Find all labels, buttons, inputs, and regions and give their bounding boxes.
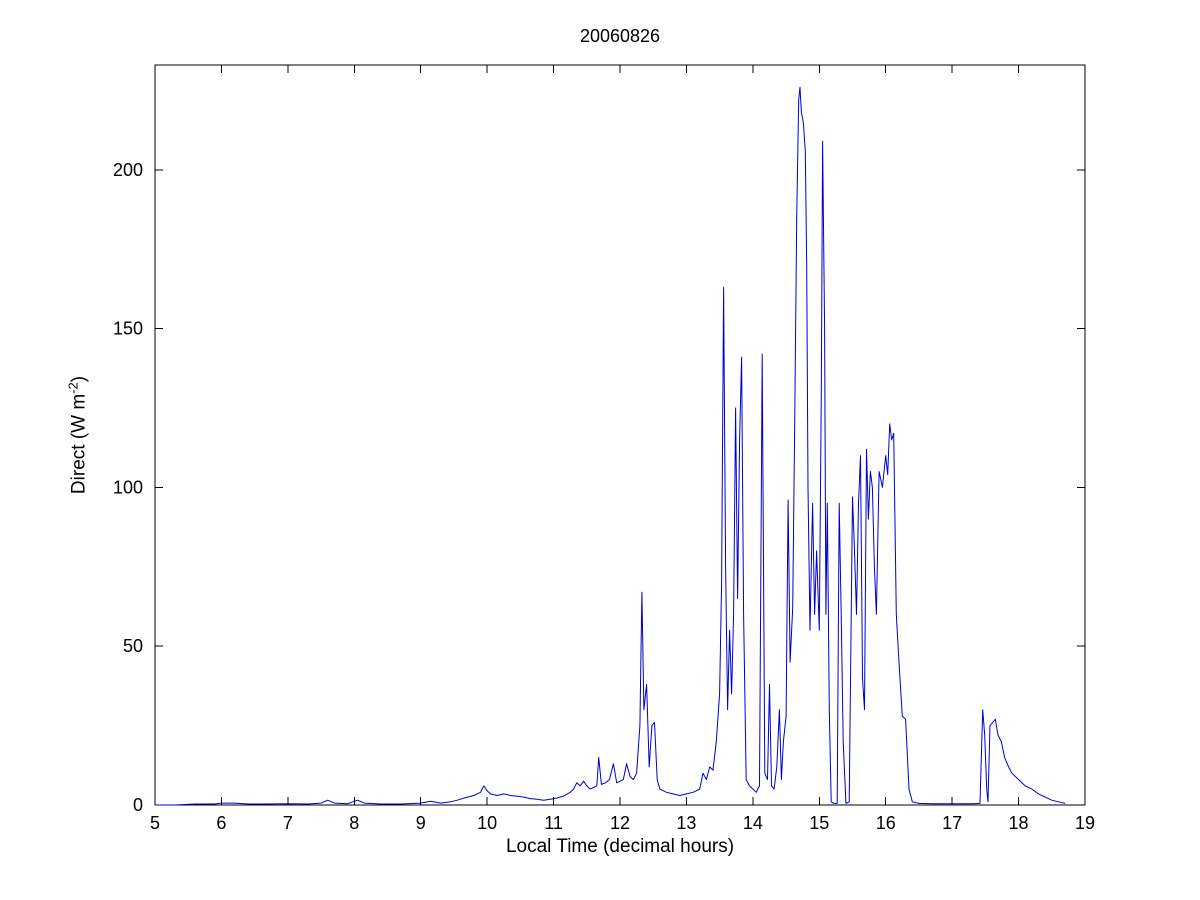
x-tick-label: 10	[477, 813, 497, 833]
x-tick-label: 5	[150, 813, 160, 833]
x-tick-label: 14	[743, 813, 763, 833]
x-tick-label: 8	[349, 813, 359, 833]
x-tick-label: 6	[216, 813, 226, 833]
x-tick-label: 17	[942, 813, 962, 833]
y-axis-label-exponent: -2	[65, 382, 81, 394]
y-tick-label: 200	[113, 160, 143, 180]
x-tick-label: 16	[876, 813, 896, 833]
x-tick-label: 15	[809, 813, 829, 833]
y-tick-label: 150	[113, 319, 143, 339]
y-tick-label: 50	[123, 636, 143, 656]
y-tick-label: 0	[133, 795, 143, 815]
axes-box	[154, 64, 1086, 806]
x-tick-label: 18	[1009, 813, 1029, 833]
y-tick-label: 100	[113, 477, 143, 497]
x-tick-label: 11	[544, 813, 563, 833]
x-tick-label: 19	[1075, 813, 1095, 833]
y-axis-label: Direct (W m-2)	[65, 376, 90, 494]
y-axis-label-suffix: )	[68, 375, 90, 383]
x-tick-label: 7	[283, 813, 293, 833]
data-line	[155, 86, 1066, 806]
x-axis-label: Local Time (decimal hours)	[505, 836, 735, 857]
x-tick-label: 13	[676, 813, 696, 833]
y-axis-label-prefix: Direct (W m	[68, 393, 90, 495]
chart-title: 20060826	[579, 26, 661, 46]
x-tick-label: 9	[416, 813, 426, 833]
x-tick-label: 12	[610, 813, 630, 833]
